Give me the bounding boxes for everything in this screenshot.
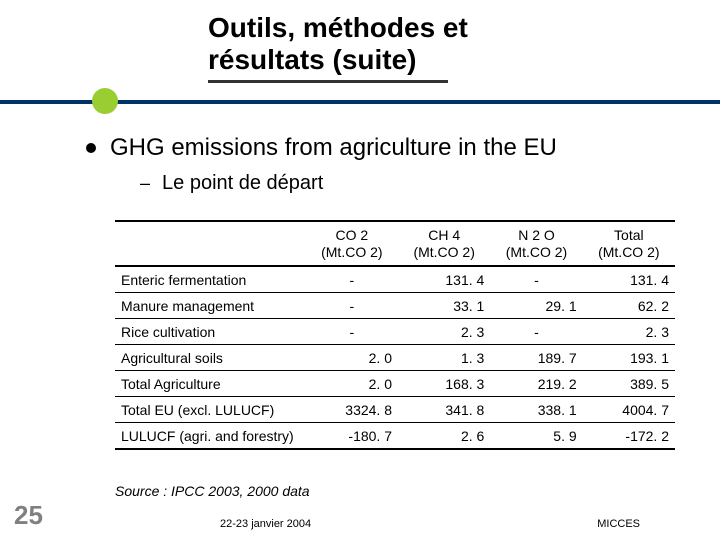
cell-value: 29. 1 bbox=[490, 292, 582, 318]
cell-value: 193. 1 bbox=[583, 344, 675, 370]
row-label: Total Agriculture bbox=[115, 370, 306, 396]
dash-icon: – bbox=[140, 173, 150, 194]
source-note: Source : IPCC 2003, 2000 data bbox=[115, 483, 310, 499]
bullet-main-row: GHG emissions from agriculture in the EU bbox=[86, 134, 557, 162]
table-row: Total EU (excl. LULUCF)3324. 8341. 8338.… bbox=[115, 396, 675, 422]
page-number: 25 bbox=[14, 500, 43, 531]
cell-value: 2. 3 bbox=[398, 318, 490, 344]
cell-value: 2. 6 bbox=[398, 422, 490, 449]
cell-value: 1. 3 bbox=[398, 344, 490, 370]
table-header-row: CO 2(Mt.CO 2) CH 4(Mt.CO 2) N 2 O(Mt.CO … bbox=[115, 221, 675, 266]
row-label: Agricultural soils bbox=[115, 344, 306, 370]
accent-circle-icon bbox=[92, 88, 118, 114]
cell-value: -172. 2 bbox=[583, 422, 675, 449]
title-line-1: Outils, méthodes et bbox=[208, 12, 468, 43]
title-line-2: résultats (suite) bbox=[208, 44, 417, 75]
title-underline bbox=[208, 80, 448, 83]
row-label: Manure management bbox=[115, 292, 306, 318]
cell-value: - bbox=[490, 318, 582, 344]
bullet-sub-text: Le point de départ bbox=[162, 172, 323, 195]
row-label: Rice cultivation bbox=[115, 318, 306, 344]
cell-value: 219. 2 bbox=[490, 370, 582, 396]
cell-value: - bbox=[490, 266, 582, 293]
cell-value: 189. 7 bbox=[490, 344, 582, 370]
cell-value: 2. 3 bbox=[583, 318, 675, 344]
col-header: Total(Mt.CO 2) bbox=[583, 221, 675, 266]
table-row: LULUCF (agri. and forestry)-180. 72. 65.… bbox=[115, 422, 675, 449]
bullet-dot-icon bbox=[86, 143, 96, 153]
col-header: CH 4(Mt.CO 2) bbox=[398, 221, 490, 266]
cell-value: - bbox=[306, 266, 398, 293]
cell-value: 341. 8 bbox=[398, 396, 490, 422]
table-row: Rice cultivation-2. 3-2. 3 bbox=[115, 318, 675, 344]
table-row: Enteric fermentation-131. 4-131. 4 bbox=[115, 266, 675, 293]
cell-value: 2. 0 bbox=[306, 370, 398, 396]
cell-value: 2. 0 bbox=[306, 344, 398, 370]
cell-value: 338. 1 bbox=[490, 396, 582, 422]
cell-value: - bbox=[306, 318, 398, 344]
table-row: Agricultural soils2. 01. 3189. 7193. 1 bbox=[115, 344, 675, 370]
bullet-main-text: GHG emissions from agriculture in the EU bbox=[110, 134, 557, 162]
cell-value: 4004. 7 bbox=[583, 396, 675, 422]
cell-value: 33. 1 bbox=[398, 292, 490, 318]
row-label: LULUCF (agri. and forestry) bbox=[115, 422, 306, 449]
table-row: Total Agriculture2. 0168. 3219. 2389. 5 bbox=[115, 370, 675, 396]
table-row: Manure management-33. 129. 162. 2 bbox=[115, 292, 675, 318]
col-header: N 2 O(Mt.CO 2) bbox=[490, 221, 582, 266]
slide-title: Outils, méthodes et résultats (suite) bbox=[208, 12, 638, 83]
cell-value: 131. 4 bbox=[583, 266, 675, 293]
footer-date: 22-23 janvier 2004 bbox=[220, 518, 311, 530]
cell-value: 5. 9 bbox=[490, 422, 582, 449]
cell-value: 131. 4 bbox=[398, 266, 490, 293]
col-header: CO 2(Mt.CO 2) bbox=[306, 221, 398, 266]
cell-value: 168. 3 bbox=[398, 370, 490, 396]
emissions-table: CO 2(Mt.CO 2) CH 4(Mt.CO 2) N 2 O(Mt.CO … bbox=[115, 220, 675, 450]
footer-right: MICCES bbox=[597, 518, 640, 530]
cell-value: 389. 5 bbox=[583, 370, 675, 396]
row-label: Total EU (excl. LULUCF) bbox=[115, 396, 306, 422]
row-label: Enteric fermentation bbox=[115, 266, 306, 293]
cell-value: -180. 7 bbox=[306, 422, 398, 449]
cell-value: - bbox=[306, 292, 398, 318]
bullet-sub-row: – Le point de départ bbox=[140, 172, 323, 195]
cell-value: 3324. 8 bbox=[306, 396, 398, 422]
cell-value: 62. 2 bbox=[583, 292, 675, 318]
